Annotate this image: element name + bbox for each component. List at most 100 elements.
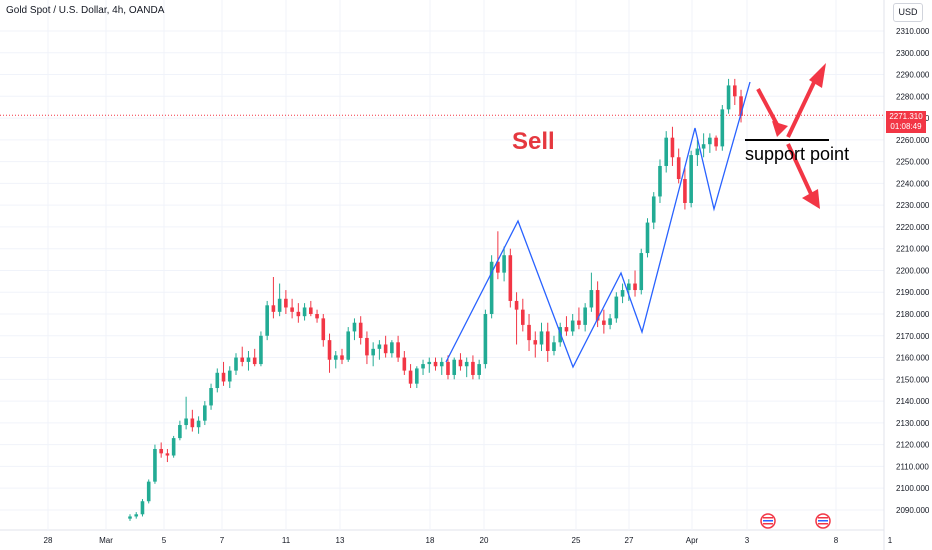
y-tick-label: 2300.000 xyxy=(896,49,930,58)
candle xyxy=(452,357,457,380)
candle-body xyxy=(639,253,644,291)
candle xyxy=(670,126,675,166)
candle xyxy=(221,361,226,386)
candle xyxy=(365,331,369,365)
candle-body xyxy=(190,418,195,428)
candle-body xyxy=(203,405,207,421)
candle-body xyxy=(333,355,338,360)
candle-body xyxy=(227,370,232,382)
y-tick-label: 2220.000 xyxy=(896,223,930,232)
candle xyxy=(701,133,706,158)
candle xyxy=(290,298,294,319)
x-tick-label: 20 xyxy=(480,536,489,545)
candle xyxy=(720,105,725,151)
candle-body xyxy=(545,331,550,352)
candle xyxy=(439,357,444,375)
y-tick-label: 2100.000 xyxy=(896,484,930,493)
candle xyxy=(159,442,163,458)
candle xyxy=(421,359,425,375)
bar-countdown: 01:08:49 xyxy=(890,122,922,131)
candle-body xyxy=(171,438,176,456)
candle-body xyxy=(165,453,170,456)
candle-body xyxy=(471,361,475,375)
candle-body xyxy=(221,372,226,382)
candle-body xyxy=(651,196,656,223)
candle-body xyxy=(527,324,531,341)
candle-body xyxy=(196,420,201,428)
candle xyxy=(209,383,213,410)
candle-body xyxy=(178,425,182,439)
x-tick-label: 3 xyxy=(745,536,750,545)
candle-body xyxy=(340,355,344,360)
y-tick-label: 2120.000 xyxy=(896,441,930,450)
candle xyxy=(620,283,625,304)
candle-body xyxy=(452,359,457,375)
candle xyxy=(471,355,475,380)
candle xyxy=(533,331,538,358)
candle-body xyxy=(365,337,369,356)
candle-body xyxy=(215,372,220,389)
y-tick-label: 2180.000 xyxy=(896,310,930,319)
candle-body xyxy=(608,318,612,325)
candle xyxy=(128,514,132,521)
candle-body xyxy=(302,307,307,317)
candle-body xyxy=(627,283,631,291)
candle-body xyxy=(240,357,245,362)
candle xyxy=(577,307,581,330)
candle-body xyxy=(346,331,351,360)
candle xyxy=(664,131,669,173)
y-tick-label: 2240.000 xyxy=(896,179,930,188)
candle xyxy=(589,272,594,312)
x-tick-label: 7 xyxy=(220,536,225,545)
candle xyxy=(502,246,506,282)
candle xyxy=(433,357,438,371)
y-tick-label: 2140.000 xyxy=(896,397,930,406)
candle-body xyxy=(552,342,556,352)
currency-button[interactable]: USD xyxy=(893,3,923,22)
x-tick-label: 27 xyxy=(625,536,634,545)
candle-body xyxy=(670,137,675,158)
candle xyxy=(215,368,220,393)
y-tick-label: 2200.000 xyxy=(896,266,930,275)
candle-body xyxy=(514,300,519,310)
candle xyxy=(602,309,606,334)
candle-body xyxy=(489,261,494,315)
candle-body xyxy=(309,307,313,315)
candle xyxy=(165,448,170,463)
y-tick-label: 2250.000 xyxy=(896,158,930,167)
zigzag-line-1 xyxy=(445,81,751,369)
candle-body xyxy=(577,320,581,325)
y-tick-label: 2310.000 xyxy=(896,27,930,36)
candle-body xyxy=(714,137,718,147)
candle-body xyxy=(246,357,251,362)
candle-body xyxy=(720,109,725,147)
candle xyxy=(639,248,644,295)
x-tick-label: Mar xyxy=(99,536,113,545)
candle-body xyxy=(146,481,151,502)
candle-body xyxy=(315,314,319,319)
candle-body xyxy=(415,368,419,384)
candle xyxy=(284,290,288,315)
candle-body xyxy=(583,307,587,325)
candle-body xyxy=(321,318,326,341)
candle-body xyxy=(277,298,282,312)
candle-body xyxy=(290,307,294,312)
candle xyxy=(134,512,139,519)
candle xyxy=(732,78,737,106)
candle-body xyxy=(708,137,712,145)
candle-body xyxy=(658,165,662,197)
candle xyxy=(527,314,531,352)
candle xyxy=(477,359,481,380)
candle-body xyxy=(352,322,357,332)
candle xyxy=(739,89,743,123)
candle-body xyxy=(209,388,213,406)
candle xyxy=(508,248,513,308)
candle-body xyxy=(633,283,637,291)
candle xyxy=(383,335,388,358)
candle xyxy=(327,333,332,373)
candle xyxy=(240,346,245,367)
candle-body xyxy=(689,155,693,203)
candle-body xyxy=(421,364,425,369)
candle xyxy=(140,499,145,517)
